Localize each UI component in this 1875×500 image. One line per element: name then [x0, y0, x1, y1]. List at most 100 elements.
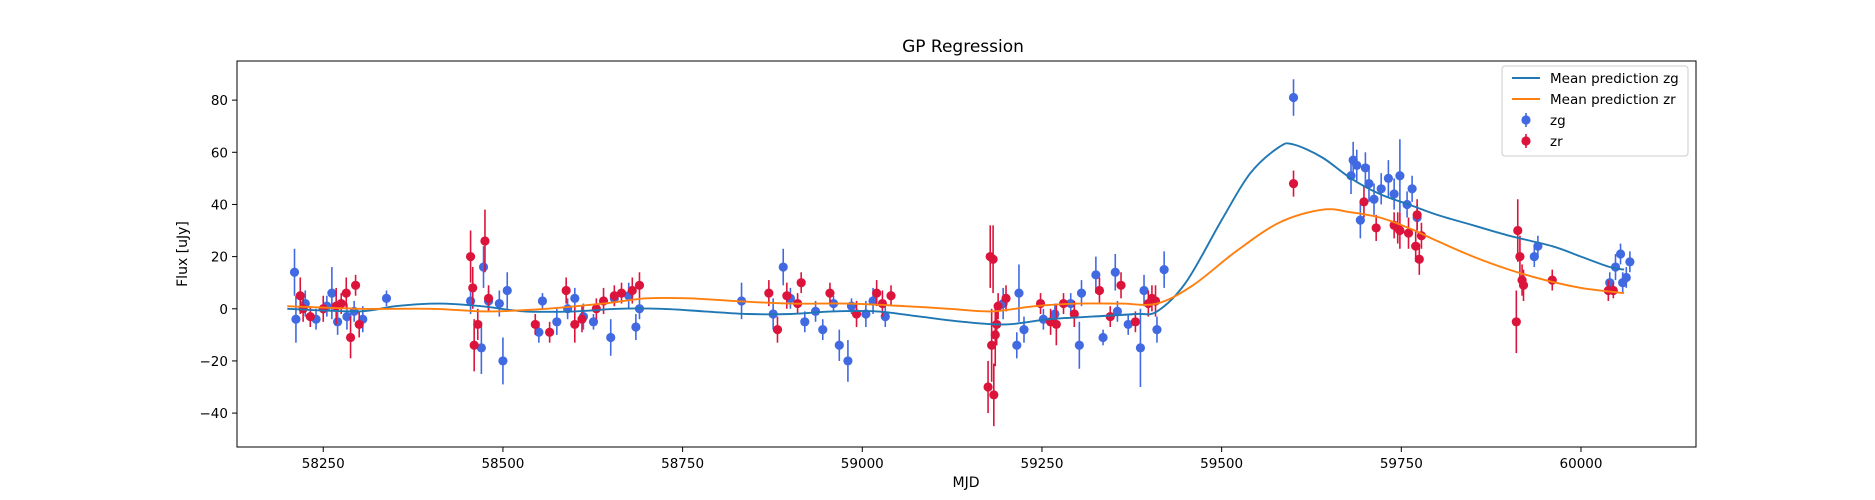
zr-point [872, 280, 882, 307]
zg-point [1152, 316, 1162, 343]
zg-point [1014, 264, 1024, 322]
zr-point [473, 308, 483, 341]
data-marker [483, 293, 494, 303]
data-marker [1403, 228, 1414, 238]
zg-point [1355, 201, 1365, 239]
zr-point [825, 282, 835, 304]
zg-point [289, 248, 300, 296]
data-marker [988, 254, 998, 264]
zr-point [886, 285, 896, 307]
zr-point [796, 272, 806, 294]
chart-title: GP Regression [902, 37, 1024, 57]
legend-box [1501, 65, 1689, 157]
y-axis-label: Flux [uJy] [175, 221, 191, 287]
zr-point [989, 363, 999, 427]
zg-point [1529, 246, 1539, 268]
zr-point [1511, 290, 1521, 354]
zr-point [988, 225, 998, 294]
zg-point [478, 246, 489, 288]
x-tick-label: 59750 [1380, 456, 1423, 472]
zg-point [476, 321, 486, 374]
data-marker [1105, 311, 1115, 322]
zg-point [606, 319, 616, 356]
zg-point [1123, 313, 1133, 335]
data-marker [1352, 160, 1362, 170]
zr-point [987, 308, 997, 382]
data-marker [1130, 317, 1140, 327]
plot-area [287, 79, 1635, 427]
zr-point [469, 319, 479, 372]
data-marker [1359, 197, 1369, 207]
zg-point [1098, 329, 1108, 346]
legend-label: Mean prediction zr [1550, 92, 1676, 108]
data-marker [886, 291, 896, 301]
data-marker [627, 285, 637, 296]
data-marker [1069, 309, 1079, 319]
zg-point [834, 329, 844, 361]
data-marker [1076, 288, 1087, 298]
data-marker [1288, 178, 1299, 189]
data-marker [502, 285, 512, 296]
zg-point [1110, 254, 1120, 291]
data-marker [530, 319, 540, 330]
data-marker [1625, 257, 1635, 267]
y-tick-label: 40 [211, 197, 228, 213]
data-marker [1615, 249, 1626, 259]
x-tick-label: 58500 [481, 456, 524, 472]
zg-point [291, 295, 301, 343]
zr-point [480, 209, 490, 273]
data-marker [342, 311, 352, 322]
data-marker [381, 293, 392, 303]
zr-point [1288, 170, 1299, 197]
data-marker [1414, 254, 1424, 264]
data-marker [465, 252, 476, 262]
zg-point [1389, 178, 1399, 210]
x-tick-label: 59250 [1020, 456, 1063, 472]
zg-point [1621, 267, 1631, 288]
data-marker [1407, 184, 1417, 194]
x-axis: 58250 58500 58750 59000 59250 59500 59750 60000 [302, 447, 1602, 472]
zg-point [1376, 173, 1386, 205]
data-marker [1152, 325, 1162, 335]
data-marker [1139, 285, 1149, 296]
data-marker [1513, 225, 1523, 236]
zg-point [570, 287, 580, 309]
mean-prediction-zr-line [287, 208, 1625, 313]
zr-point [341, 277, 351, 309]
data-marker [345, 332, 356, 343]
data-marker [1019, 325, 1029, 335]
zg-point [1159, 251, 1169, 288]
zg-point [1625, 251, 1635, 273]
data-marker [990, 330, 1000, 340]
data-marker [289, 267, 300, 277]
data-marker [843, 356, 853, 366]
data-marker [1123, 319, 1133, 330]
data-marker [1605, 278, 1615, 288]
y-axis: −40 −20 0 20 40 60 80 [200, 93, 237, 422]
legend-item: zg [1521, 113, 1566, 129]
legend-item: zr [1521, 134, 1563, 150]
zr-point [1105, 306, 1115, 328]
zr-point [1371, 214, 1381, 241]
data-marker [1360, 163, 1370, 173]
x-tick-label: 59500 [1200, 456, 1243, 472]
zg-point [552, 308, 562, 335]
data-marker [1364, 178, 1374, 189]
legend-label: zr [1550, 134, 1563, 150]
zr-point [530, 313, 540, 335]
data-marker [305, 311, 315, 322]
data-marker [469, 340, 479, 350]
zg-point [1364, 165, 1374, 202]
zr-point [561, 277, 571, 304]
data-marker [1050, 309, 1060, 319]
zg-point [1360, 152, 1370, 184]
data-marker [318, 304, 328, 314]
mean-prediction-zg-line [287, 142, 1625, 326]
data-marker [1369, 194, 1379, 204]
legend-swatch [1521, 136, 1531, 146]
legend-label: zg [1550, 113, 1566, 129]
zg-point [1135, 308, 1146, 388]
zr-point [616, 282, 627, 304]
data-marker [552, 317, 562, 327]
